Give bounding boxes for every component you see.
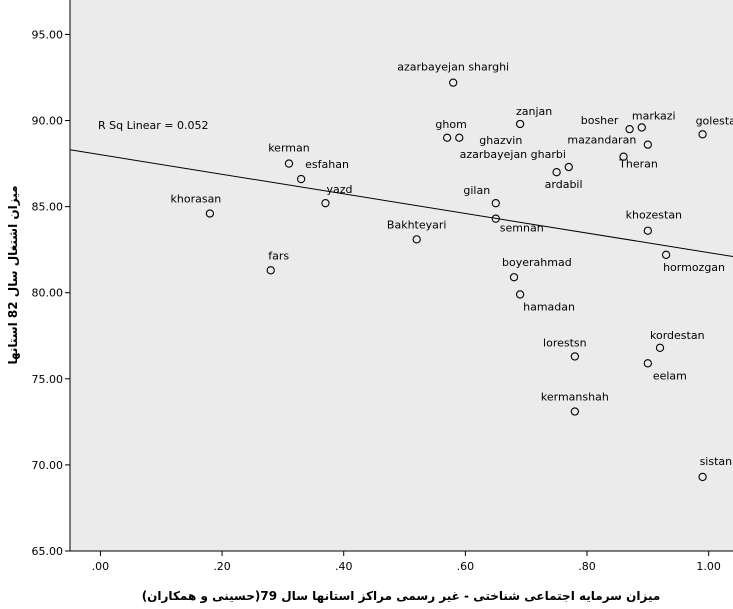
plot-area bbox=[70, 0, 733, 551]
point-label: golestan bbox=[696, 114, 733, 127]
scatter-point bbox=[643, 226, 652, 235]
y-tick-label: 70.00 bbox=[32, 459, 64, 472]
scatter-point bbox=[564, 162, 573, 172]
point-label: kerman bbox=[268, 142, 310, 155]
x-tick-label: .00 bbox=[92, 560, 110, 573]
point-label: eelam bbox=[653, 369, 687, 382]
point-label: kermanshah bbox=[541, 391, 609, 404]
y-tick-label: 90.00 bbox=[32, 115, 64, 128]
x-axis-title: میزان سرمایه اجتماعی شناختی - غیر رسمی م… bbox=[142, 589, 661, 604]
point-label: boyerahmad bbox=[502, 256, 572, 269]
scatter-point bbox=[449, 78, 458, 87]
scatter-point bbox=[570, 407, 580, 416]
scatter-point bbox=[637, 123, 646, 132]
scatter-point bbox=[515, 119, 525, 129]
scatter-point bbox=[412, 235, 421, 244]
y-tick-label: 75.00 bbox=[32, 373, 64, 386]
point-label: markazi bbox=[632, 109, 676, 122]
y-axis-ticks: 65.00 70.00 75.00 80.00 85.00 90.00 95.00 bbox=[32, 28, 70, 558]
scatter-point bbox=[455, 133, 464, 142]
y-axis-title: میزان اشتغال سال 82 استانها bbox=[6, 185, 20, 364]
point-label: esfahan bbox=[305, 158, 349, 171]
point-label: sistan bbox=[700, 455, 733, 468]
point-label: semnan bbox=[500, 222, 544, 235]
scatter-point bbox=[515, 290, 525, 299]
point-label: bosher bbox=[581, 114, 619, 127]
y-tick-label: 80.00 bbox=[32, 287, 64, 300]
point-label: mazandaran bbox=[567, 134, 636, 147]
scatter-point bbox=[296, 174, 306, 184]
scatter-point bbox=[266, 266, 275, 275]
point-label: kordestan bbox=[650, 329, 705, 342]
y-tick-label: 85.00 bbox=[32, 201, 64, 214]
data-points bbox=[205, 78, 707, 482]
point-label: azarbayejan gharbi bbox=[460, 148, 566, 161]
x-tick-label: .80 bbox=[578, 560, 596, 573]
scatter-point bbox=[698, 472, 707, 482]
scatter-point bbox=[625, 124, 634, 134]
point-label: khozestan bbox=[626, 209, 682, 222]
scatter-point bbox=[655, 343, 665, 352]
x-tick-label: .40 bbox=[335, 560, 353, 573]
scatter-point bbox=[491, 214, 500, 223]
x-tick-label: .20 bbox=[213, 560, 231, 573]
scatter-point bbox=[552, 168, 561, 177]
scatter-point bbox=[442, 133, 452, 142]
scatter-point bbox=[661, 250, 671, 259]
point-label: Theran bbox=[618, 158, 658, 171]
scatter-point bbox=[619, 152, 628, 161]
point-label: fars bbox=[268, 249, 289, 262]
point-label: zanjan bbox=[516, 105, 552, 118]
point-label: lorestsn bbox=[543, 336, 587, 349]
x-tick-label: .60 bbox=[457, 560, 475, 573]
point-label: khorasan bbox=[171, 193, 222, 206]
y-tick-label: 95.00 bbox=[32, 28, 64, 41]
scatter-point bbox=[643, 140, 652, 149]
x-tick-label: 1.00 bbox=[696, 560, 721, 573]
point-label: azarbayejan sharghi bbox=[397, 61, 509, 74]
scatter-point bbox=[321, 199, 330, 208]
regression-line bbox=[69, 149, 733, 258]
scatter-point bbox=[284, 159, 294, 168]
scatter-point bbox=[509, 273, 519, 282]
point-label: hamadan bbox=[523, 300, 575, 313]
point-label: ghazvin bbox=[479, 134, 522, 147]
point-label: hormozgan bbox=[663, 261, 725, 274]
scatter-point bbox=[643, 359, 652, 368]
point-label: ardabil bbox=[545, 178, 583, 191]
point-label: ghom bbox=[435, 118, 466, 131]
point-label: Bakhteyari bbox=[387, 218, 447, 231]
point-label: gilan bbox=[463, 184, 490, 197]
point-label: yazd bbox=[326, 183, 352, 196]
scatter-point bbox=[205, 209, 215, 218]
scatter-point bbox=[698, 130, 707, 139]
r-squared-annotation: R Sq Linear = 0.052 bbox=[98, 119, 209, 132]
y-tick-label: 65.00 bbox=[32, 545, 64, 558]
point-labels: azarbayejan sharghi zanjan bosher markazi go… bbox=[171, 61, 733, 468]
scatter-point bbox=[570, 352, 580, 361]
x-axis-ticks: .00 .20 .40 .60 .80 1.00 bbox=[92, 551, 721, 573]
scatter-point bbox=[491, 199, 500, 208]
